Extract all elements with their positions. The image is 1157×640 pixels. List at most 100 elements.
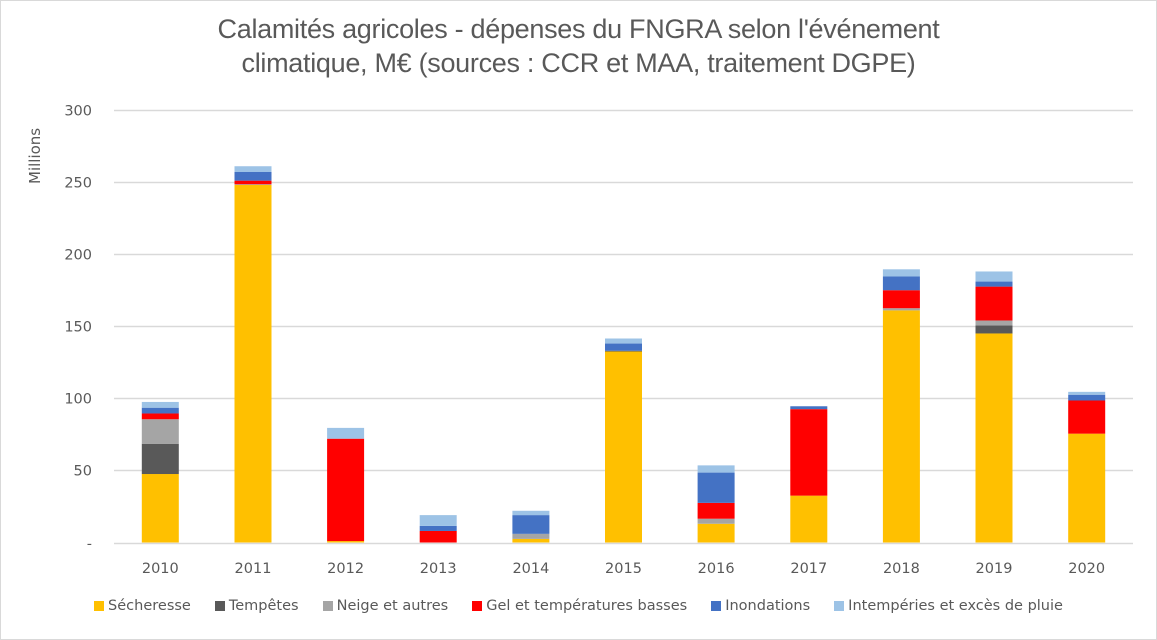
bar-segment xyxy=(1068,391,1106,395)
y-tick-label: 150 xyxy=(64,320,92,336)
legend-item: Intempéries et excès de pluie xyxy=(834,598,1063,614)
bar-segment xyxy=(882,269,920,277)
x-tick-label: 2013 xyxy=(420,561,457,577)
bar-segment xyxy=(697,472,735,503)
bar-segment xyxy=(975,271,1013,282)
bar-segment xyxy=(975,286,1013,321)
bar-segment xyxy=(790,409,828,496)
x-tick-label: 2016 xyxy=(698,561,735,577)
bar-segment xyxy=(512,510,550,516)
bar-stack-2010 xyxy=(141,401,179,543)
bar-segment xyxy=(141,407,179,414)
bar-segment xyxy=(234,171,272,181)
bar-segment xyxy=(234,166,272,172)
x-tick-label: 2010 xyxy=(142,561,179,577)
bar-stack-2019 xyxy=(975,271,1013,543)
x-tick-label: 2014 xyxy=(512,561,549,577)
legend-swatch xyxy=(711,601,722,611)
bar-segment xyxy=(512,538,550,543)
y-tick-label: 50 xyxy=(74,464,92,480)
bar-segment xyxy=(605,343,642,351)
bar-segment xyxy=(882,290,920,309)
legend-item: Neige et autres xyxy=(322,598,449,614)
bar-segment xyxy=(234,184,272,543)
bar-segment xyxy=(234,184,272,185)
bar-segment xyxy=(141,401,179,408)
bar-segment xyxy=(605,350,642,352)
bar-segment xyxy=(882,310,920,543)
legend-item: Tempêtes xyxy=(214,598,299,614)
bar-segment xyxy=(1068,400,1106,434)
legend-label: Sécheresse xyxy=(108,598,191,614)
bar-segment xyxy=(975,333,1013,543)
bar-stack-2014 xyxy=(512,510,550,543)
bar-stack-2012 xyxy=(327,427,365,543)
bar-stack-2018 xyxy=(882,269,920,543)
bar-segment xyxy=(605,338,642,344)
y-tick-label: 250 xyxy=(64,176,92,192)
bar-segment xyxy=(605,351,642,543)
bar-stack-2011 xyxy=(234,166,272,543)
x-tick-label: 2011 xyxy=(235,561,272,577)
bar-segment xyxy=(141,419,179,444)
bar-segment xyxy=(327,541,365,543)
legend-item: Gel et températures basses xyxy=(472,598,687,614)
bar-segment xyxy=(512,515,550,534)
y-tick-label: 300 xyxy=(64,104,92,120)
bar-segment xyxy=(419,530,457,543)
bar-segment xyxy=(419,525,457,531)
y-axis-ticks: - 50 100 150 200 250 300 xyxy=(64,104,92,553)
bar-segment xyxy=(1068,433,1106,543)
x-tick-label: 2015 xyxy=(605,561,642,577)
legend-swatch xyxy=(94,601,105,611)
bar-segment xyxy=(975,325,1013,334)
chart-title: Calamités agricoles - dépenses du FNGRA … xyxy=(0,12,1157,80)
legend: Sécheresse Tempêtes Neige et autres Gel et … xyxy=(0,598,1157,614)
legend-label: Inondations xyxy=(725,598,811,614)
y-tick-label: 100 xyxy=(64,392,92,408)
bar-segment xyxy=(327,427,365,439)
bar-segment xyxy=(512,533,550,539)
bar-segment xyxy=(419,515,457,526)
bar-segment xyxy=(697,465,735,473)
bar-segment xyxy=(697,502,735,519)
bar-segment xyxy=(975,320,1013,326)
bar-segment xyxy=(327,438,365,542)
bar-segment xyxy=(790,406,828,410)
legend-item: Sécheresse xyxy=(94,598,191,614)
bar-segment xyxy=(790,495,828,543)
chart-title-line-2: climatique, M€ (sources : CCR et MAA, tr… xyxy=(241,48,916,78)
legend-swatch xyxy=(472,601,483,611)
legend-swatch xyxy=(834,601,845,611)
bar-segment xyxy=(697,518,735,524)
legend-label: Gel et températures basses xyxy=(486,598,688,614)
y-tick-label: 200 xyxy=(64,248,92,264)
x-tick-label: 2012 xyxy=(327,561,364,577)
bar-segment xyxy=(697,523,735,543)
x-tick-label: 2020 xyxy=(1068,561,1105,577)
bar-segment xyxy=(141,413,179,420)
legend-label: Neige et autres xyxy=(336,598,449,614)
y-tick-label: - xyxy=(87,537,92,553)
bars xyxy=(141,166,1106,543)
bar-segment xyxy=(141,443,179,475)
bar-segment xyxy=(882,276,920,291)
bar-segment xyxy=(1068,394,1106,401)
x-tick-label: 2017 xyxy=(790,561,827,577)
bar-segment xyxy=(141,474,179,543)
bar-stack-2016 xyxy=(697,465,735,543)
bar-stack-2013 xyxy=(419,515,457,543)
x-tick-label: 2018 xyxy=(883,561,920,577)
legend-label: Tempêtes xyxy=(228,598,299,614)
bar-segment xyxy=(975,281,1013,287)
legend-label: Intempéries et excès de pluie xyxy=(848,598,1063,614)
legend-swatch xyxy=(322,601,333,611)
bar-stack-2017 xyxy=(790,406,828,543)
bar-stack-2015 xyxy=(605,338,642,543)
x-axis-ticks: 2010 2011 2012 2013 2014 2015 2016 2017 2018 2019… xyxy=(142,561,1105,577)
bar-segment xyxy=(882,308,920,311)
legend-swatch xyxy=(214,601,225,611)
bar-stack-2020 xyxy=(1068,391,1106,543)
